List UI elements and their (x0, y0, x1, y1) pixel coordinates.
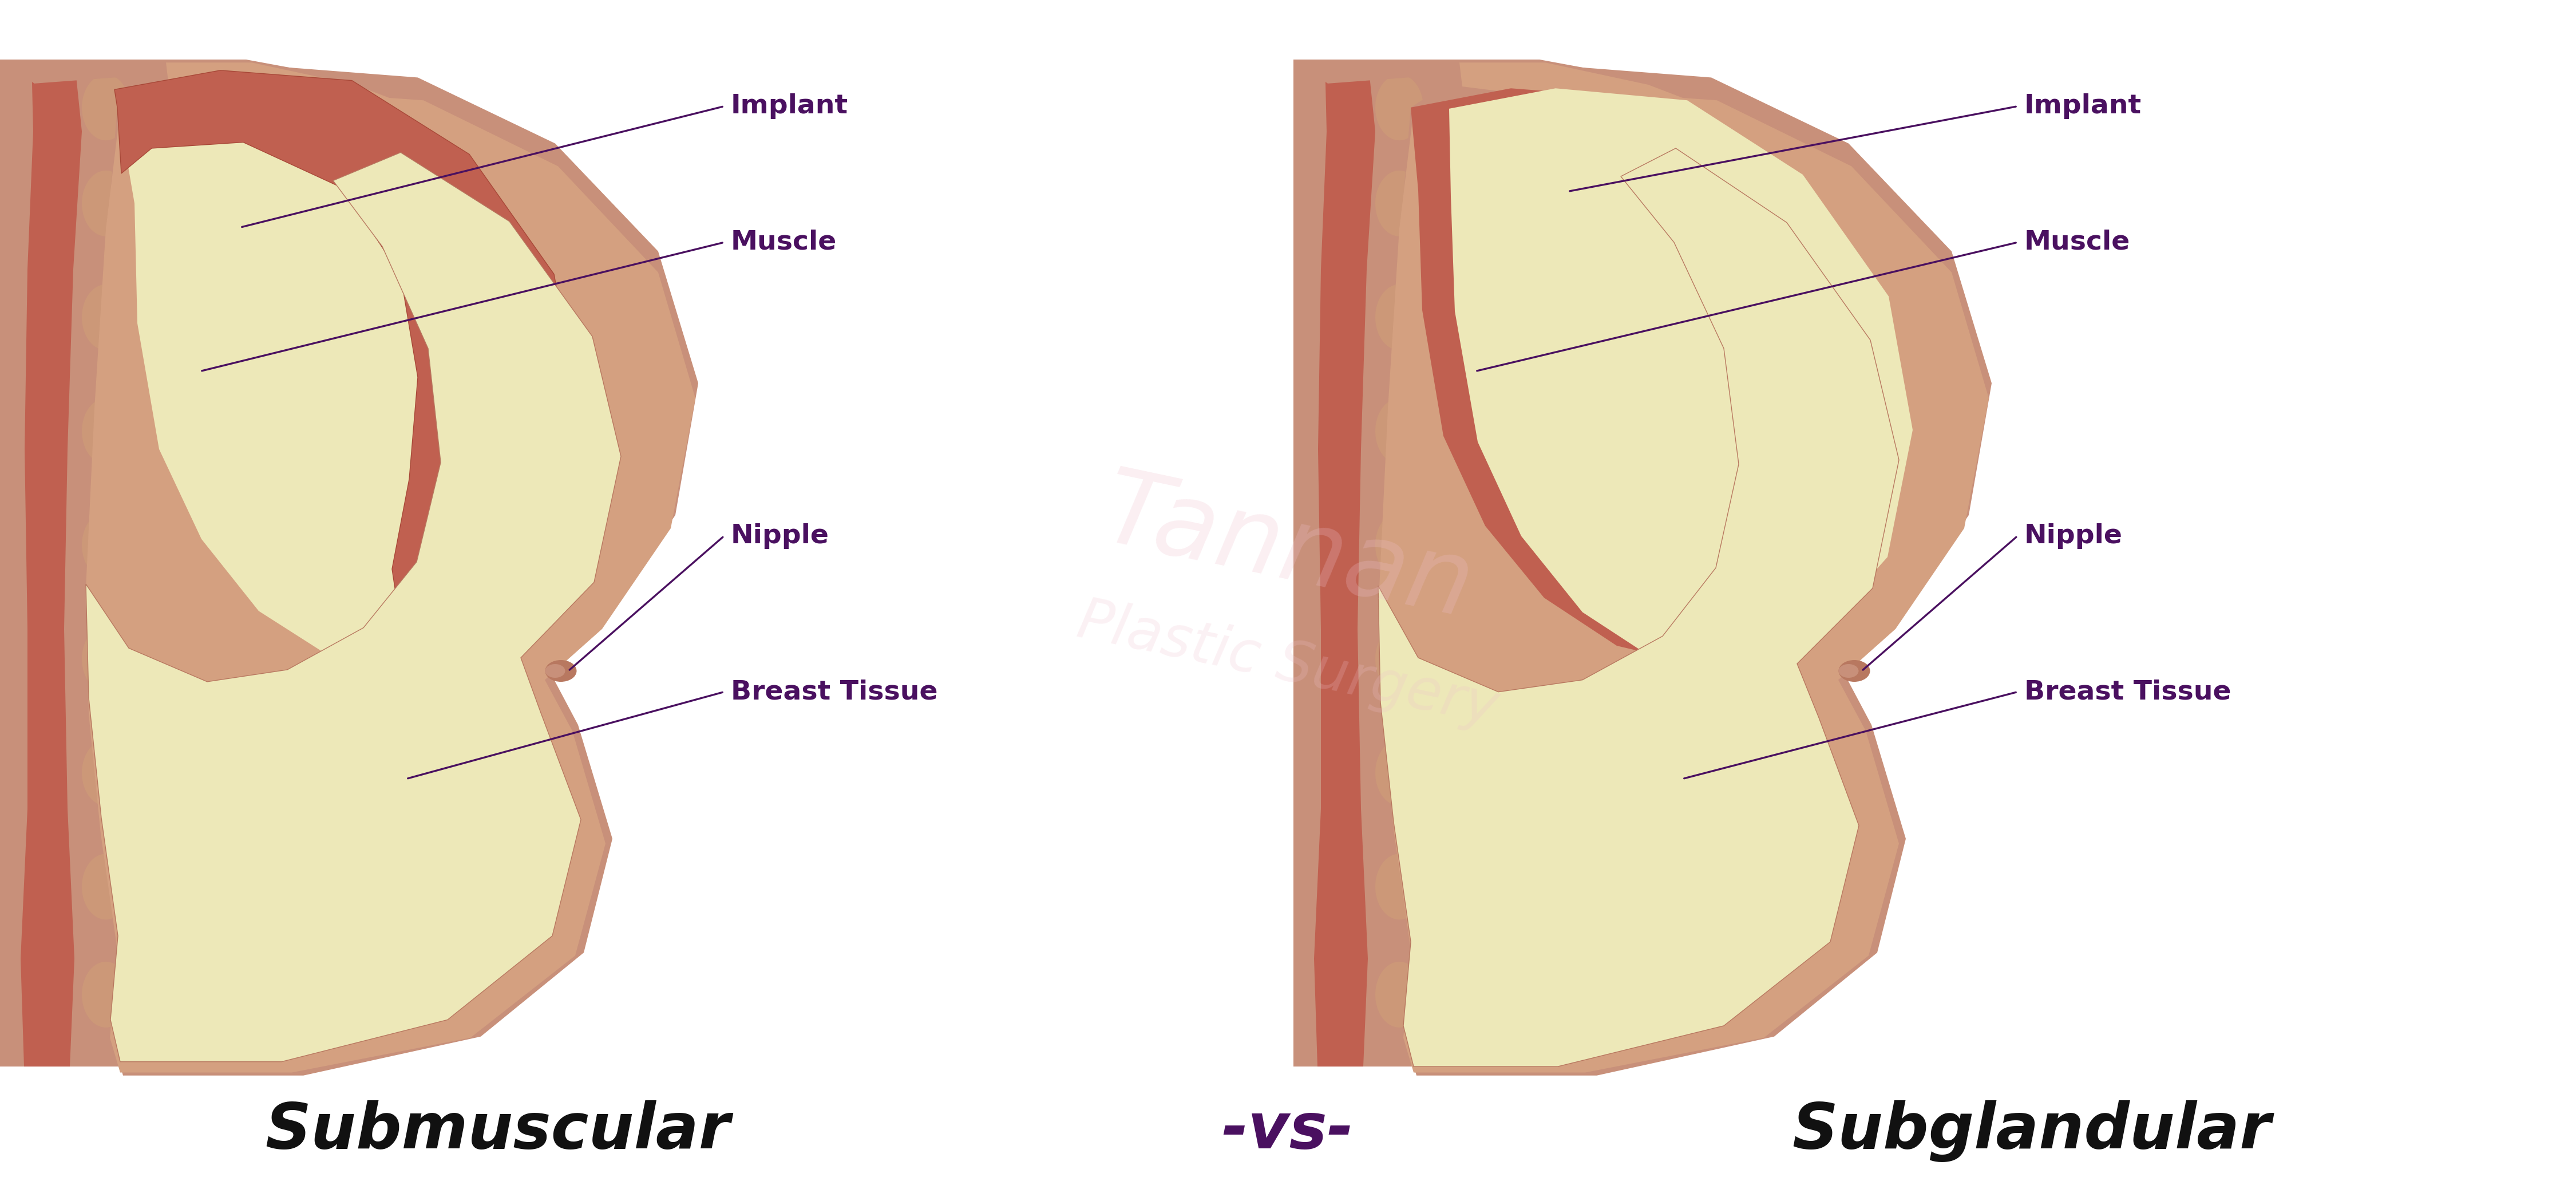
Ellipse shape (1376, 854, 1425, 920)
Text: Nipple: Nipple (732, 524, 829, 549)
Text: Subglandular: Subglandular (1793, 1100, 2272, 1162)
Text: Breast Tissue: Breast Tissue (2025, 679, 2231, 705)
Text: Implant: Implant (2025, 93, 2141, 119)
Polygon shape (1293, 60, 1940, 317)
Polygon shape (1450, 88, 1914, 678)
Ellipse shape (82, 962, 129, 1027)
Ellipse shape (82, 512, 129, 577)
Ellipse shape (1376, 626, 1425, 692)
Ellipse shape (82, 626, 129, 692)
Text: Muscle: Muscle (2025, 229, 2130, 255)
Polygon shape (1293, 60, 1476, 1067)
Polygon shape (0, 60, 647, 317)
Ellipse shape (1376, 75, 1425, 141)
Polygon shape (1412, 88, 1860, 663)
Ellipse shape (82, 740, 129, 805)
Ellipse shape (1839, 660, 1870, 681)
Polygon shape (21, 60, 82, 1067)
Polygon shape (1378, 148, 1899, 1067)
Polygon shape (85, 153, 621, 1062)
Text: Implant: Implant (732, 93, 848, 119)
Ellipse shape (546, 665, 564, 678)
Ellipse shape (546, 660, 577, 681)
Text: Submuscular: Submuscular (265, 1101, 732, 1162)
Text: Nipple: Nipple (2025, 524, 2123, 549)
Polygon shape (1381, 66, 1991, 1076)
Polygon shape (1378, 89, 1989, 1073)
Text: Muscle: Muscle (732, 229, 837, 255)
Ellipse shape (82, 398, 129, 464)
Text: -vs-: -vs- (1221, 1101, 1355, 1162)
Ellipse shape (1376, 740, 1425, 805)
Text: Tannan: Tannan (1095, 463, 1481, 639)
Ellipse shape (1839, 665, 1860, 678)
Text: Plastic Surgery: Plastic Surgery (1072, 593, 1502, 736)
Polygon shape (1314, 60, 1376, 1067)
Polygon shape (1461, 62, 1945, 329)
Polygon shape (113, 70, 577, 665)
Ellipse shape (1376, 171, 1425, 236)
Polygon shape (0, 60, 183, 1067)
Ellipse shape (1376, 962, 1425, 1027)
Ellipse shape (82, 75, 129, 141)
Ellipse shape (82, 171, 129, 236)
Polygon shape (88, 66, 698, 1076)
Ellipse shape (1376, 512, 1425, 577)
Ellipse shape (1376, 284, 1425, 351)
Ellipse shape (82, 854, 129, 920)
Polygon shape (85, 89, 696, 1073)
Polygon shape (165, 62, 652, 329)
Ellipse shape (1376, 398, 1425, 464)
Text: Breast Tissue: Breast Tissue (732, 679, 938, 705)
Polygon shape (118, 94, 572, 674)
Ellipse shape (82, 284, 129, 351)
